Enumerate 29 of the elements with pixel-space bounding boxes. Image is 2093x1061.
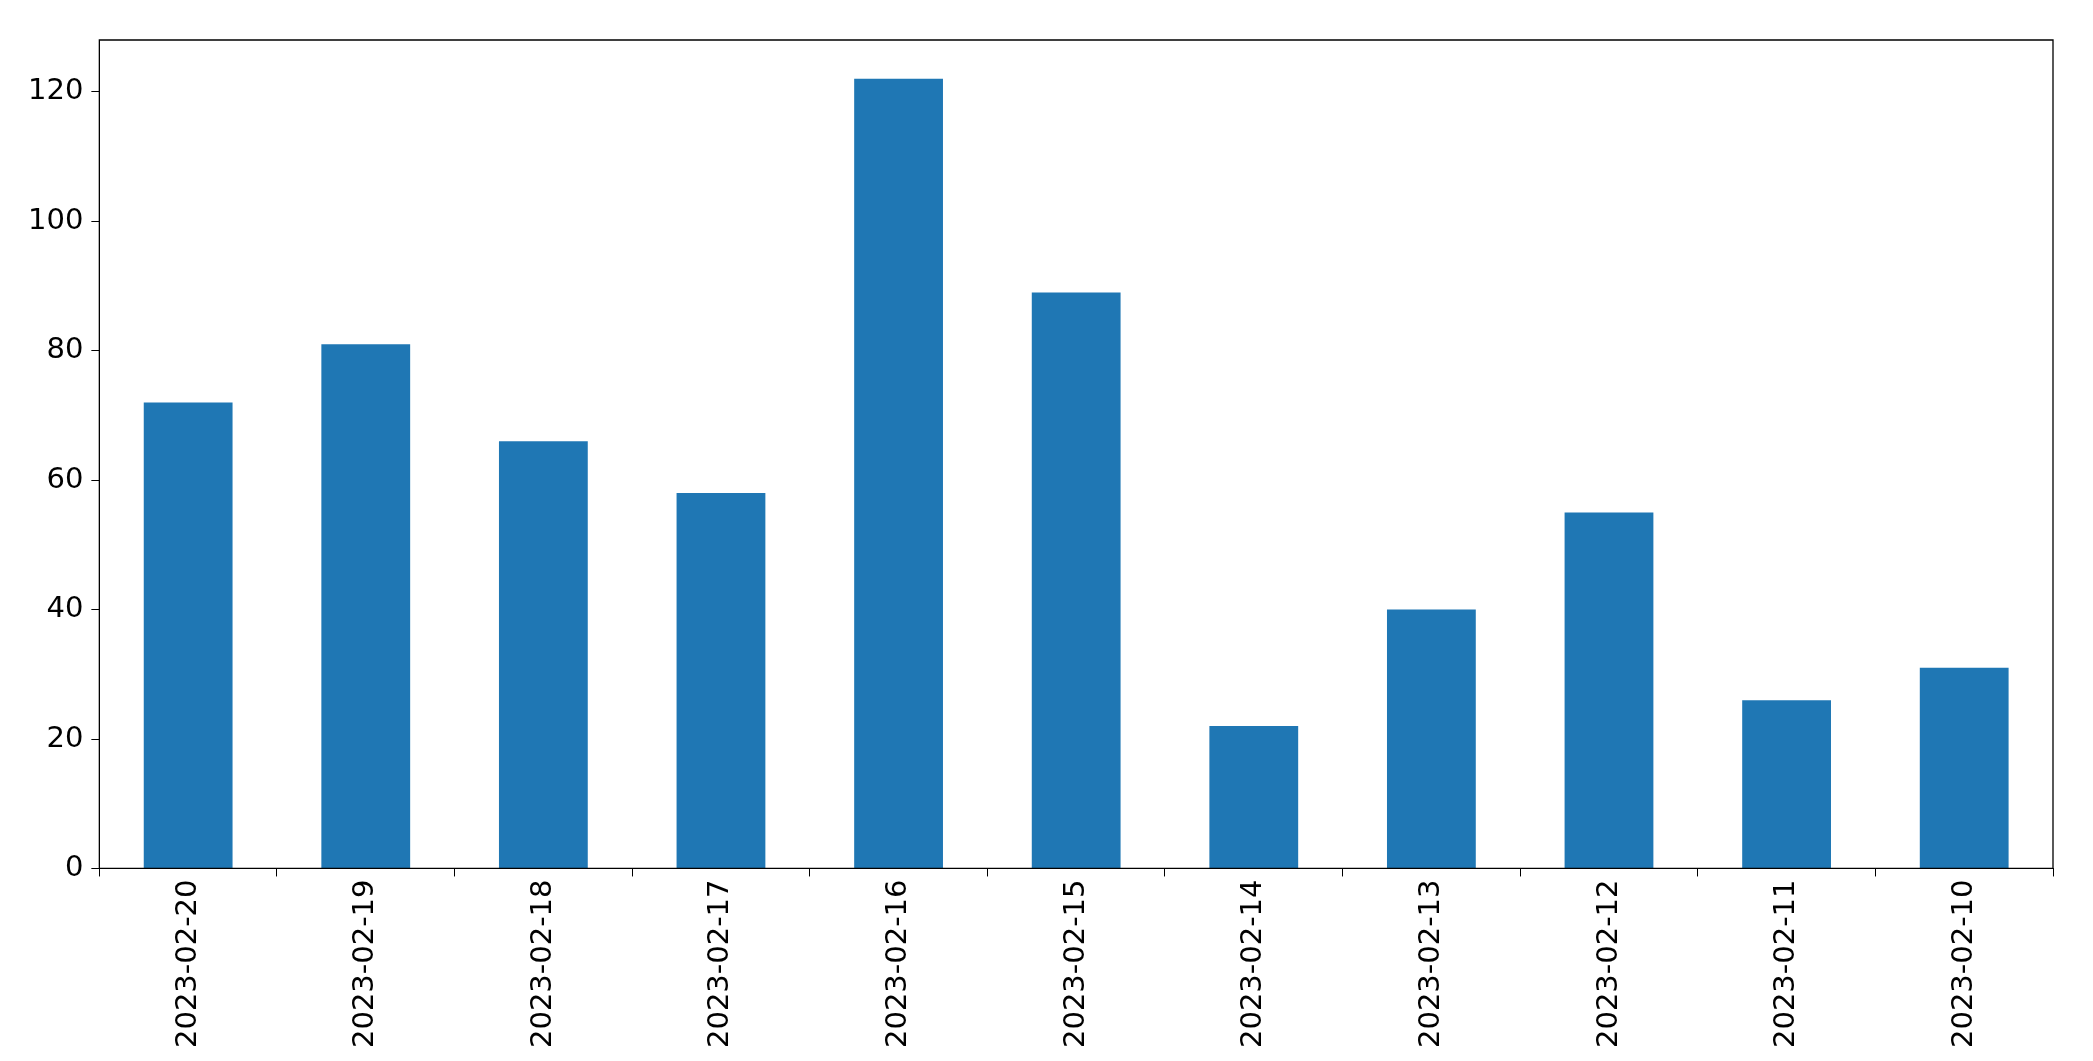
bar — [854, 78, 943, 868]
y-tick-label: 0 — [64, 849, 84, 883]
y-tick-label: 60 — [46, 460, 84, 495]
bar — [1742, 700, 1831, 868]
bar — [143, 402, 233, 868]
x-tick-label: 2023-02-20 — [168, 879, 203, 1049]
bar — [676, 493, 766, 868]
x-tick-label: 2023-02-17 — [701, 879, 736, 1049]
x-tick-label: 2023-02-14 — [1234, 879, 1269, 1049]
x-tick-label: 2023-02-19 — [346, 879, 381, 1049]
bar — [1031, 292, 1121, 868]
bar — [498, 441, 588, 868]
x-tick-label: 2023-02-12 — [1589, 879, 1624, 1049]
x-tick-label: 2023-02-16 — [879, 879, 914, 1049]
bar — [1564, 512, 1654, 868]
x-tick-label: 2023-02-15 — [1056, 879, 1091, 1049]
y-tick-label: 120 — [27, 72, 84, 107]
x-tick-label: 2023-02-10 — [1944, 879, 1979, 1049]
y-tick-label: 40 — [46, 590, 84, 625]
bar — [321, 344, 411, 868]
y-tick-label: 100 — [27, 201, 84, 236]
bar — [1919, 667, 2009, 868]
x-tick-label: 2023-02-18 — [523, 879, 558, 1049]
x-tick-label: 2023-02-11 — [1767, 879, 1802, 1049]
bar — [1209, 726, 1299, 868]
y-tick-label: 20 — [46, 719, 84, 754]
x-tick-label: 2023-02-13 — [1411, 879, 1446, 1049]
bar — [1386, 609, 1476, 868]
y-tick-label: 80 — [46, 331, 84, 366]
